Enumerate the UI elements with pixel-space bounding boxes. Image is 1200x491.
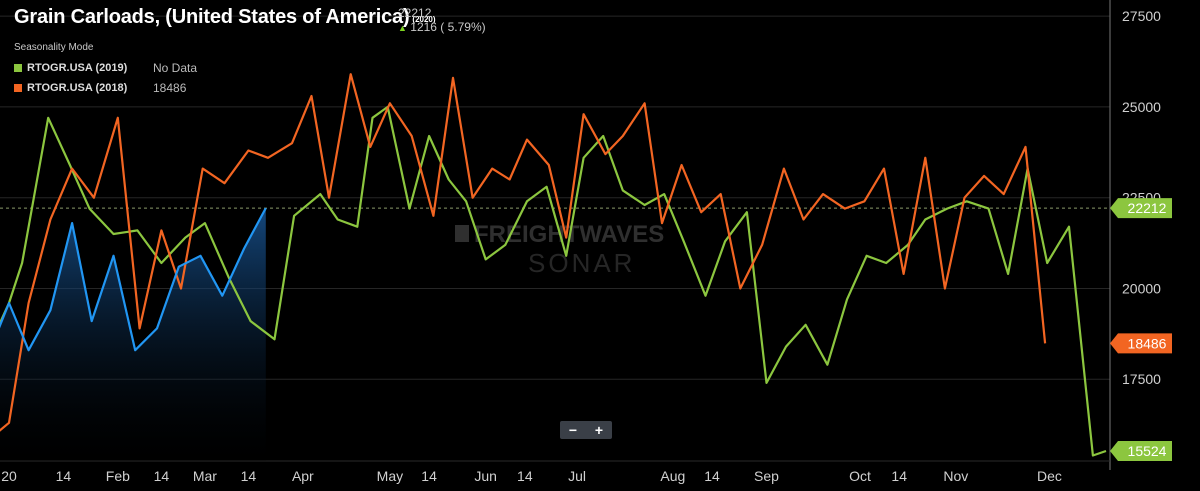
value-badge-label: 18486: [1128, 335, 1167, 351]
x-tick-label: Nov: [943, 468, 968, 484]
zoom-out-button[interactable]: −: [568, 422, 578, 438]
value-badge-bg: [1110, 333, 1172, 354]
chart-title-year: (2020): [412, 15, 436, 24]
value-badge: 18486: [1110, 333, 1172, 354]
y-tick-label: 20000: [1122, 280, 1161, 296]
x-tick-label: 14: [891, 468, 907, 484]
x-tick-label: Sep: [754, 468, 779, 484]
series-line-1: [0, 73, 1047, 432]
x-tick-label: 20: [1, 468, 17, 484]
chart-title: Grain Carloads, (United States of Americ…: [14, 6, 410, 28]
y-tick-label: 17500: [1122, 371, 1161, 387]
y-tick-label: 27500: [1122, 8, 1161, 24]
watermark-logo-icon: [455, 225, 469, 242]
chart-header: Grain Carloads, (United States of Americ…: [14, 6, 436, 29]
x-tick-label: 14: [704, 468, 720, 484]
x-tick-label: Aug: [660, 468, 685, 484]
x-tick-label: May: [377, 468, 403, 484]
x-tick-label: Mar: [193, 468, 217, 484]
current-value-box: 22212 ▲ 1216 ( 5.79%): [398, 6, 486, 35]
x-tick-label: 14: [154, 468, 170, 484]
legend-item-2019[interactable]: RTOGR.USA (2019) No Data: [14, 58, 197, 78]
change-up-icon: ▲: [398, 23, 407, 33]
x-tick-label: Jul: [568, 468, 586, 484]
x-tick-label: 14: [421, 468, 437, 484]
value-badge: 22212: [1110, 198, 1172, 219]
x-tick-label: 14: [241, 468, 257, 484]
series-line-0: [0, 105, 1107, 457]
legend-swatch: [14, 64, 22, 72]
value-badge-bg: [1110, 198, 1172, 219]
value-badge: 15524: [1110, 440, 1172, 461]
legend-swatch: [14, 84, 22, 92]
series-2020-area: [0, 208, 266, 461]
current-value: 22212: [398, 6, 432, 20]
mode-label: Seasonality Mode: [14, 42, 94, 53]
x-tick-label: Dec: [1037, 468, 1062, 484]
y-tick-label: 25000: [1122, 99, 1161, 115]
change-text: 1216 ( 5.79%): [410, 20, 486, 34]
legend-item-2018[interactable]: RTOGR.USA (2018) 18486: [14, 78, 197, 98]
x-tick-label: Oct: [849, 468, 871, 484]
zoom-controls: − +: [560, 421, 612, 439]
zoom-in-button[interactable]: +: [594, 422, 604, 438]
legend-value: No Data: [153, 61, 198, 75]
value-badge-label: 22212: [1128, 200, 1167, 216]
legend-name: RTOGR.USA (2018): [27, 82, 128, 94]
x-tick-label: Feb: [106, 468, 130, 484]
series-line-2: [0, 207, 267, 352]
legend-value: 18486: [153, 81, 187, 95]
x-tick-label: 14: [56, 468, 72, 484]
watermark-text-2: SONAR: [528, 248, 635, 278]
x-tick-label: Apr: [292, 468, 314, 484]
x-tick-label: Jun: [474, 468, 497, 484]
x-tick-label: 14: [517, 468, 533, 484]
legend-name: RTOGR.USA (2019): [27, 62, 128, 74]
value-badge-bg: [1110, 440, 1172, 461]
legend: RTOGR.USA (2019) No Data RTOGR.USA (2018…: [14, 58, 197, 98]
value-badge-label: 15524: [1128, 443, 1167, 459]
